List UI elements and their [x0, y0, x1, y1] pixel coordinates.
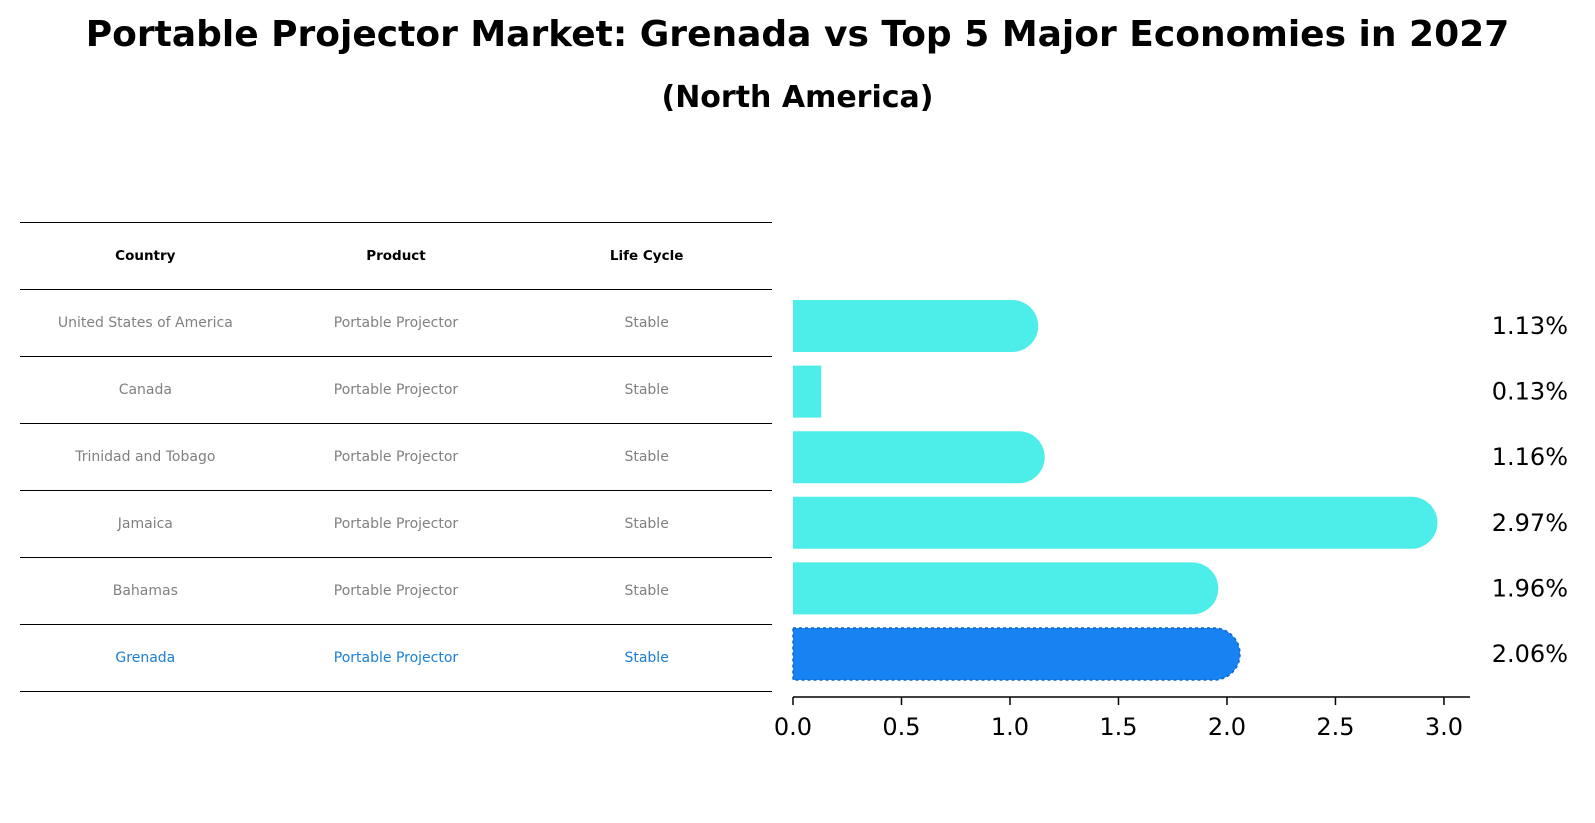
x-tick-label: 2.0 [1208, 713, 1246, 741]
cell-product: Portable Projector [270, 423, 522, 491]
cell-product: Portable Projector [270, 557, 522, 625]
cell-country: Trinidad and Tobago [20, 423, 271, 491]
x-tick-label: 0.0 [774, 713, 812, 741]
table-row: United States of America Portable Projec… [20, 289, 772, 357]
cell-country: Jamaica [20, 490, 271, 558]
data-label: 1.13% [1492, 312, 1568, 340]
bar [793, 562, 1219, 615]
cell-life-cycle: Stable [521, 356, 772, 424]
bar [793, 431, 1045, 484]
chart-subtitle: (North America) [661, 80, 934, 115]
cell-product: Portable Projector [270, 356, 522, 424]
bar [793, 300, 1039, 352]
table-row: Trinidad and Tobago Portable Projector S… [20, 423, 772, 491]
cell-product: Portable Projector [270, 289, 522, 357]
x-tick-label: 1.5 [1099, 713, 1137, 741]
data-label: 2.06% [1492, 640, 1568, 668]
cell-product: Portable Projector [270, 490, 522, 558]
data-label: 1.96% [1492, 574, 1568, 602]
data-label: 2.97% [1492, 509, 1568, 537]
x-tick-label: 3.0 [1425, 713, 1463, 741]
cell-product: Portable Projector [270, 624, 522, 692]
cell-life-cycle: Stable [521, 490, 772, 558]
x-tick-label: 1.0 [991, 713, 1029, 741]
header-product: Product [270, 222, 522, 290]
data-table: Country Product Life Cycle United States… [20, 222, 772, 692]
cell-country: Bahamas [20, 557, 271, 625]
cell-country: Grenada [20, 624, 271, 692]
x-tick-label: 0.5 [882, 713, 920, 741]
table-row-highlighted: Grenada Portable Projector Stable [20, 624, 772, 692]
header-life-cycle: Life Cycle [521, 222, 772, 290]
table-header-row: Country Product Life Cycle [20, 222, 772, 290]
cell-life-cycle: Stable [521, 289, 772, 357]
x-tick-label: 2.5 [1316, 713, 1354, 741]
bar [793, 496, 1438, 549]
table-row: Bahamas Portable Projector Stable [20, 557, 772, 625]
data-table-container: Country Product Life Cycle United States… [20, 222, 772, 692]
cell-country: Canada [20, 356, 271, 424]
cell-life-cycle: Stable [521, 423, 772, 491]
table-row: Jamaica Portable Projector Stable [20, 490, 772, 558]
data-label: 1.16% [1492, 443, 1568, 471]
cell-life-cycle: Stable [521, 624, 772, 692]
bar [793, 365, 822, 418]
bar-highlighted [792, 627, 1241, 681]
data-label: 0.13% [1492, 378, 1568, 406]
table-row: Canada Portable Projector Stable [20, 356, 772, 424]
cell-life-cycle: Stable [521, 557, 772, 625]
header-country: Country [20, 222, 271, 290]
cell-country: United States of America [20, 289, 271, 357]
chart-title: Portable Projector Market: Grenada vs To… [85, 14, 1510, 55]
